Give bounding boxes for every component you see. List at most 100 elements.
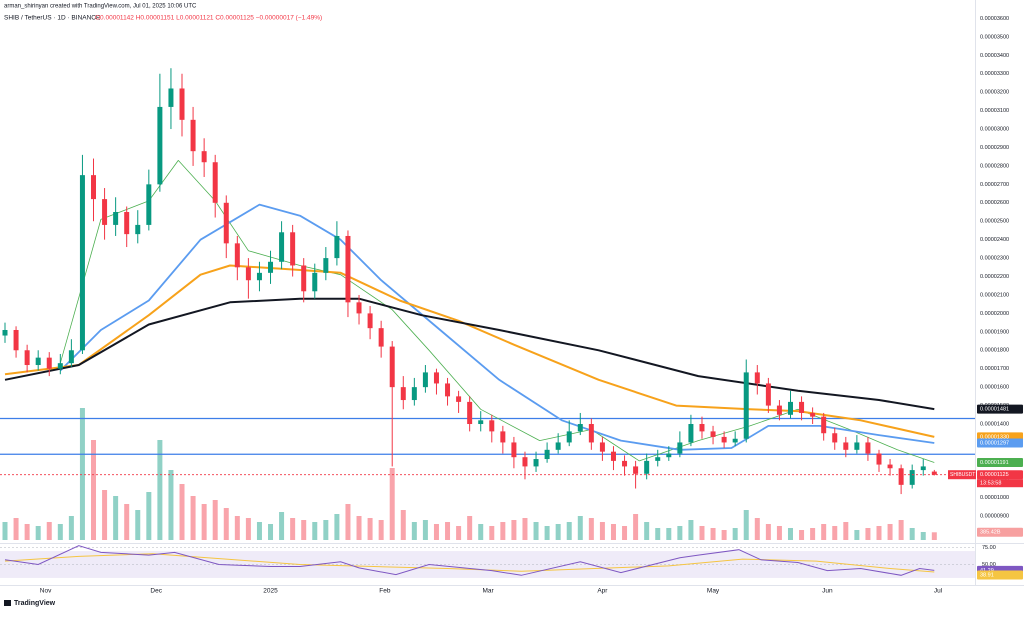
volume-bar	[290, 518, 296, 540]
candle-body	[854, 442, 860, 450]
y-tick-label: 0.00002200	[980, 274, 1009, 280]
volume-bar	[168, 470, 174, 540]
x-tick-label: Mar	[482, 588, 494, 595]
price-badge-label: 0.00001330	[980, 434, 1009, 440]
brand: TradingView	[4, 600, 56, 607]
volume-bar	[2, 522, 8, 540]
candle-body	[920, 466, 926, 471]
countdown-label: 13:53:58	[980, 481, 1001, 487]
candle-body	[168, 88, 174, 107]
volume-bar	[400, 510, 406, 540]
volume-bar	[234, 516, 240, 540]
volume-bar	[920, 532, 926, 540]
candle-body	[245, 267, 251, 281]
y-tick-label: 0.00002300	[980, 256, 1009, 262]
rsi-tick-label: 50.00	[982, 562, 996, 568]
candle-body	[201, 151, 207, 163]
candle-body	[212, 162, 218, 203]
volume-badge-box	[977, 527, 1023, 537]
candle-body	[135, 224, 141, 235]
candle-body	[511, 442, 517, 458]
volume-bar	[666, 528, 672, 540]
y-tick-label: 0.00001400	[980, 421, 1009, 427]
candle-body	[179, 88, 185, 120]
price-badge-label: 0.00001481	[980, 407, 1009, 413]
x-tick-label: Apr	[597, 588, 608, 595]
candle-body	[832, 433, 838, 443]
volume-bar	[478, 524, 484, 540]
candle-body	[2, 329, 8, 336]
candle-body	[909, 470, 915, 485]
volume-bar	[201, 504, 207, 540]
candle-body	[234, 243, 240, 268]
price-badge-label: 0.00001191	[980, 460, 1009, 466]
y-tick-label: 0.00001900	[980, 329, 1009, 335]
candle-body	[279, 232, 285, 262]
candle-body	[732, 438, 738, 443]
x-tick-label: Nov	[40, 588, 52, 595]
volume-bar	[135, 510, 141, 540]
volume-bar	[500, 522, 506, 540]
symbol-tag	[948, 470, 976, 480]
volume-bar	[710, 528, 716, 540]
price-badge-box	[977, 458, 1023, 468]
volume-bar	[212, 500, 218, 540]
last-price-label: 0.00001125	[980, 472, 1009, 478]
volume-bar	[566, 522, 572, 540]
volume-bar	[124, 504, 130, 540]
volume-bar	[544, 526, 550, 540]
volume-bar	[577, 516, 583, 540]
volume-bar	[799, 530, 805, 540]
ohlc-line: O0.00001142 H0.00001151 L0.00001121 C0.0…	[95, 15, 322, 22]
price-badge-box	[977, 404, 1023, 414]
volume-bar	[102, 490, 108, 540]
candle-body	[876, 453, 882, 465]
volume-bar	[422, 520, 428, 540]
volume-bar	[909, 528, 915, 540]
symbol-label: SHIBUSDT	[950, 472, 975, 478]
volume-bar	[555, 524, 561, 540]
candle-body	[389, 346, 395, 388]
volume-bar	[810, 528, 816, 540]
moving-average	[4, 297, 935, 411]
candle-body	[467, 401, 473, 425]
candle-body	[79, 175, 85, 351]
volume-bar	[146, 492, 152, 540]
volume-bar	[776, 526, 782, 540]
candle-body	[610, 451, 616, 461]
y-tick-label: 0.00002900	[980, 145, 1009, 151]
volume-bar	[743, 510, 749, 540]
price-badge-label: 0.00001297	[980, 440, 1009, 446]
volume-bar	[633, 514, 639, 540]
candle-body	[489, 420, 495, 432]
candle-body	[422, 372, 428, 388]
volume-bar	[677, 526, 683, 540]
candle-body	[290, 232, 296, 266]
rsi-tick-label: 75.00	[982, 545, 996, 551]
volume-bar	[356, 516, 362, 540]
candle-body	[146, 184, 152, 225]
candle-body	[843, 442, 849, 450]
candle-body	[57, 363, 63, 369]
candle-body	[102, 199, 108, 225]
volume-bar	[865, 528, 871, 540]
candle-body	[256, 272, 262, 281]
volume-bar	[223, 508, 229, 540]
candle-body	[765, 383, 771, 406]
candle-body	[268, 261, 274, 273]
rsi-ma-badge-box	[977, 570, 1023, 580]
volume-bar	[190, 496, 196, 540]
candle-body	[787, 401, 793, 415]
volume-bar	[345, 504, 351, 540]
y-tick-label: 0.00002500	[980, 219, 1009, 225]
y-tick-label: 0.00003000	[980, 127, 1009, 133]
candle-body	[312, 272, 318, 292]
y-tick-label: 0.00002700	[980, 182, 1009, 188]
candle-body	[710, 431, 716, 437]
volume-bar	[467, 516, 473, 540]
volume-bar	[732, 528, 738, 540]
candle-body	[13, 329, 19, 351]
candle-body	[478, 420, 484, 425]
volume-bar	[522, 518, 528, 540]
volume-bar	[433, 524, 439, 540]
